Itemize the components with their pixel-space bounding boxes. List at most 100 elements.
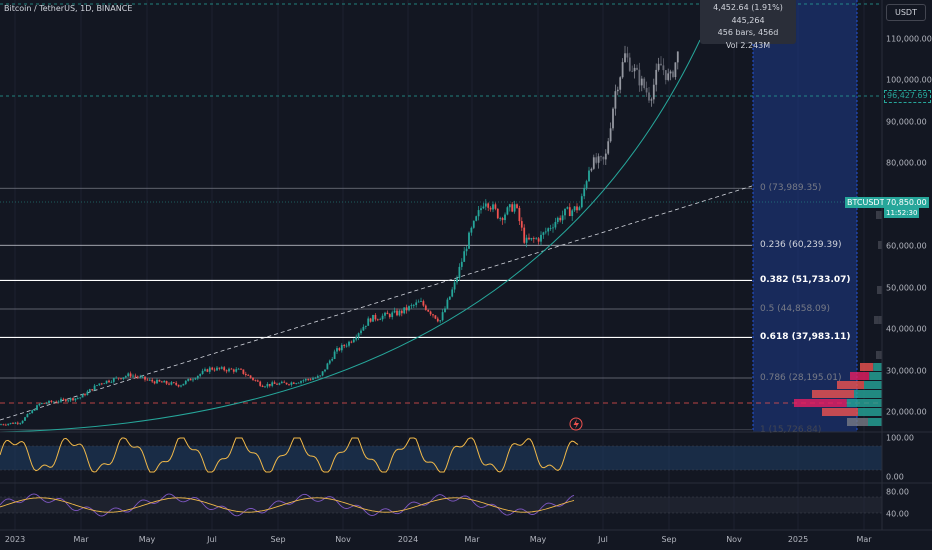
candle-body	[482, 206, 485, 209]
candle-body	[9, 422, 12, 424]
fib-level-label: 0.5 (44,858.09)	[760, 303, 831, 314]
candle-body	[648, 92, 650, 101]
candle-body	[626, 53, 629, 58]
candle-body	[304, 379, 307, 381]
candle-body	[499, 218, 502, 219]
candle-body	[105, 380, 108, 384]
time-axis-label: Sep	[661, 535, 677, 544]
volume-profile-bar	[864, 381, 882, 389]
candle-body	[549, 228, 552, 230]
candle-body	[554, 221, 557, 228]
volume-profile-bar	[876, 351, 880, 359]
candle-body	[98, 383, 101, 386]
candle-body	[112, 378, 115, 382]
symbol-tag: BTCUSDT	[845, 197, 887, 208]
volume-profile	[794, 211, 882, 426]
candle-body	[271, 382, 274, 386]
candle-body	[429, 311, 432, 315]
candle-body	[362, 326, 365, 331]
candle-body	[636, 67, 638, 70]
candle-body	[384, 312, 386, 316]
candle-body	[350, 341, 353, 343]
currency-button[interactable]: USDT	[886, 4, 926, 21]
candle-body	[652, 84, 655, 100]
candle-body	[379, 319, 382, 321]
price-axis-label: 90,000.00	[886, 117, 927, 127]
candle-body	[45, 402, 48, 404]
symbol-title[interactable]: Bitcoin / TetherUS, 1D, BINANCE	[4, 4, 133, 13]
alert-icon[interactable]	[569, 417, 583, 431]
growth-curve[interactable]	[0, 39, 701, 433]
price-axis-label: 110,000.00	[886, 34, 932, 44]
candle-body	[600, 156, 602, 158]
candle-body	[163, 381, 166, 383]
candle-body	[535, 238, 538, 240]
time-axis-label: 2025	[787, 535, 809, 544]
candle-body	[244, 373, 247, 376]
candle-body	[468, 232, 470, 249]
candle-body	[321, 371, 324, 376]
volume-profile-bar	[873, 363, 882, 371]
candle-body	[21, 420, 24, 424]
candle-body	[336, 348, 338, 352]
candle-body	[319, 375, 322, 377]
candle-body	[2, 424, 5, 426]
candle-body	[182, 383, 185, 386]
fib-retracement[interactable]	[0, 187, 752, 431]
volume-profile-bar	[878, 316, 882, 324]
candle-body	[69, 398, 72, 401]
candle-body	[228, 368, 230, 372]
candle-body	[451, 289, 454, 297]
candle-body	[595, 157, 598, 163]
osc1-axis-label: 0.00	[886, 472, 904, 482]
candle-body	[7, 423, 10, 425]
time-axis-label: Mar	[464, 535, 480, 544]
candle-body	[518, 207, 521, 222]
candle-body	[655, 69, 658, 85]
candle-body	[364, 325, 367, 327]
candle-body	[496, 208, 499, 219]
candle-body	[50, 400, 53, 402]
candle-body	[273, 382, 276, 384]
candle-body	[604, 153, 607, 160]
candle-body	[631, 70, 634, 72]
time-axis-label: 2024	[397, 535, 419, 544]
candle-body	[664, 70, 667, 80]
candle-body	[259, 381, 262, 386]
candle-body	[67, 400, 70, 402]
projection-zone	[753, 0, 857, 432]
candle-body	[391, 312, 394, 318]
fib-level-label: 0.786 (28,195.01)	[760, 373, 842, 384]
candle-body	[122, 377, 125, 379]
candle-body	[506, 207, 509, 215]
candle-body	[448, 296, 451, 300]
candle-body	[388, 314, 391, 318]
candle-body	[146, 379, 149, 381]
candle-body	[213, 369, 216, 371]
trend-line[interactable]	[0, 185, 753, 421]
candle-body	[33, 410, 36, 411]
candle-body	[484, 203, 487, 207]
candle-body	[216, 367, 218, 371]
candle-body	[268, 383, 271, 386]
volume-profile-bar	[837, 381, 864, 389]
candle-body	[206, 369, 209, 372]
candle-body	[508, 204, 511, 208]
candle-body	[420, 301, 422, 302]
volume-profile-bar	[869, 372, 882, 380]
candle-body	[76, 397, 79, 399]
candle-body	[96, 385, 98, 386]
candle-body	[324, 369, 326, 372]
candle-body	[516, 204, 518, 208]
candle-body	[38, 403, 41, 406]
candle-body	[638, 69, 641, 86]
candle-body	[556, 217, 559, 222]
candle-body	[494, 204, 497, 209]
measure-tooltip: 4,452.64 (1.91%) 445,264 456 bars, 456d …	[700, 0, 796, 50]
candle-body	[28, 413, 31, 415]
time-axis-label: Mar	[856, 535, 872, 544]
volume-profile-bar	[812, 390, 854, 398]
candle-body	[667, 73, 670, 80]
candle-body	[55, 401, 58, 403]
